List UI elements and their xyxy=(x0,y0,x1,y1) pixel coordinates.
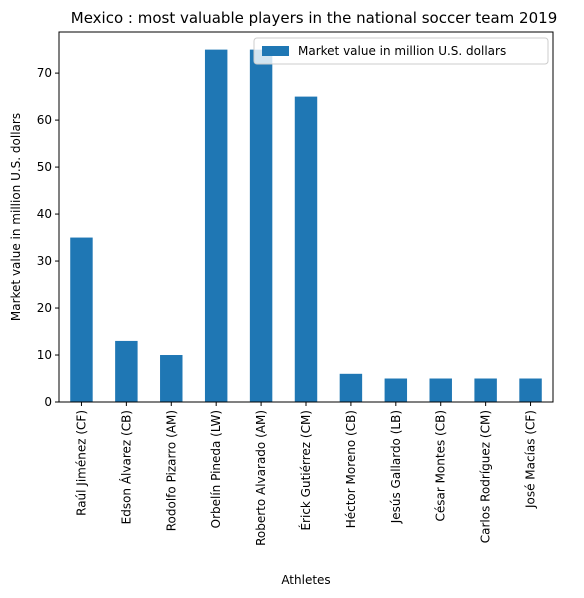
x-tick-label: Carlos Rodríguez (CM) xyxy=(479,410,493,543)
y-axis-label: Market value in million U.S. dollars xyxy=(9,113,23,321)
y-tick-label: 60 xyxy=(37,113,52,127)
bar xyxy=(294,96,318,402)
bar xyxy=(70,237,93,402)
y-tick-label: 0 xyxy=(44,395,52,409)
y-tick-label: 50 xyxy=(37,160,52,174)
x-tick-label: Roberto Alvarado (AM) xyxy=(254,410,268,546)
bar xyxy=(519,378,542,402)
y-tick-label: 70 xyxy=(37,66,52,80)
x-axis: Raúl Jiménez (CF) Edson Álvarez (CB) Rodol… xyxy=(74,402,538,546)
y-tick-label: 20 xyxy=(37,301,52,315)
x-tick-label: Rodolfo Pizarro (AM) xyxy=(164,410,178,531)
x-tick-label: César Montes (CB) xyxy=(434,410,448,522)
bar xyxy=(339,373,363,402)
x-tick-label: Jesús Gallardo (LB) xyxy=(389,410,403,524)
plot-area xyxy=(70,49,542,402)
y-tick-label: 30 xyxy=(37,254,52,268)
bar xyxy=(474,378,497,402)
y-tick-label: 10 xyxy=(37,348,52,362)
bar xyxy=(249,49,273,402)
bar xyxy=(384,378,408,402)
x-tick-label: Raúl Jiménez (CF) xyxy=(74,410,88,516)
y-axis: 0 10 20 30 40 50 60 70 xyxy=(37,66,59,409)
bar xyxy=(429,378,452,402)
legend-box xyxy=(253,37,549,65)
bar xyxy=(160,355,183,402)
y-tick-label: 40 xyxy=(37,207,52,221)
legend-swatch xyxy=(262,46,289,56)
x-tick-label: Héctor Moreno (CB) xyxy=(344,410,358,528)
legend-label: Market value in million U.S. dollars xyxy=(298,44,506,58)
x-tick-label: Edson Álvarez (CB) xyxy=(118,410,133,524)
x-tick-label: José Macías (CF) xyxy=(524,410,538,509)
legend: Market value in million U.S. dollars xyxy=(253,37,549,65)
x-axis-label: Athletes xyxy=(281,573,330,587)
x-tick-label: Érick Gutiérrez (CM) xyxy=(298,410,313,531)
chart-title: Mexico : most valuable players in the na… xyxy=(71,9,557,27)
x-tick-label: Orbelín Pineda (LW) xyxy=(209,410,223,528)
bar xyxy=(204,49,228,402)
bar xyxy=(115,340,138,402)
